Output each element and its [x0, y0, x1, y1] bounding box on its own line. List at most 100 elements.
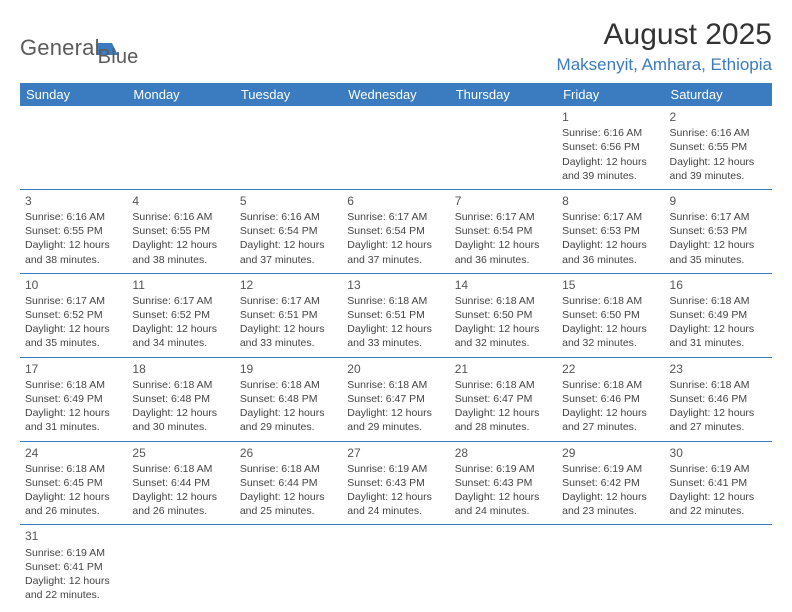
day-number: 3	[25, 193, 122, 209]
calendar-cell: 12Sunrise: 6:17 AMSunset: 6:51 PMDayligh…	[235, 273, 342, 357]
sunset-text: Sunset: 6:52 PM	[132, 308, 229, 322]
day-number: 31	[25, 528, 122, 544]
sunrise-text: Sunrise: 6:18 AM	[132, 462, 229, 476]
daylight-text: and 35 minutes.	[670, 253, 767, 267]
sunset-text: Sunset: 6:42 PM	[562, 476, 659, 490]
sunset-text: Sunset: 6:54 PM	[455, 224, 552, 238]
sunrise-text: Sunrise: 6:17 AM	[132, 294, 229, 308]
daylight-text: and 39 minutes.	[670, 169, 767, 183]
sunrise-text: Sunrise: 6:17 AM	[240, 294, 337, 308]
calendar-cell: 13Sunrise: 6:18 AMSunset: 6:51 PMDayligh…	[342, 273, 449, 357]
daylight-text: and 29 minutes.	[347, 420, 444, 434]
daylight-text: Daylight: 12 hours	[25, 490, 122, 504]
weekday-header: Monday	[127, 83, 234, 106]
calendar-cell: 19Sunrise: 6:18 AMSunset: 6:48 PMDayligh…	[235, 357, 342, 441]
calendar-cell: 22Sunrise: 6:18 AMSunset: 6:46 PMDayligh…	[557, 357, 664, 441]
calendar-cell: 14Sunrise: 6:18 AMSunset: 6:50 PMDayligh…	[450, 273, 557, 357]
sunrise-text: Sunrise: 6:19 AM	[25, 546, 122, 560]
sunrise-text: Sunrise: 6:18 AM	[240, 462, 337, 476]
sunset-text: Sunset: 6:54 PM	[347, 224, 444, 238]
day-number: 28	[455, 445, 552, 461]
calendar-cell	[450, 106, 557, 189]
calendar-cell	[235, 525, 342, 608]
daylight-text: Daylight: 12 hours	[347, 322, 444, 336]
calendar-week-row: 10Sunrise: 6:17 AMSunset: 6:52 PMDayligh…	[20, 273, 772, 357]
daylight-text: Daylight: 12 hours	[562, 155, 659, 169]
title-block: August 2025 Maksenyit, Amhara, Ethiopia	[557, 18, 772, 75]
day-number: 9	[670, 193, 767, 209]
location-text: Maksenyit, Amhara, Ethiopia	[557, 55, 772, 75]
sunset-text: Sunset: 6:46 PM	[562, 392, 659, 406]
calendar-cell	[450, 525, 557, 608]
day-number: 4	[132, 193, 229, 209]
calendar-cell	[557, 525, 664, 608]
day-number: 22	[562, 361, 659, 377]
calendar-cell: 24Sunrise: 6:18 AMSunset: 6:45 PMDayligh…	[20, 441, 127, 525]
calendar-cell	[235, 106, 342, 189]
day-number: 14	[455, 277, 552, 293]
calendar-cell: 16Sunrise: 6:18 AMSunset: 6:49 PMDayligh…	[665, 273, 772, 357]
day-number: 15	[562, 277, 659, 293]
day-number: 21	[455, 361, 552, 377]
daylight-text: and 35 minutes.	[25, 336, 122, 350]
calendar-cell	[342, 106, 449, 189]
sunset-text: Sunset: 6:44 PM	[240, 476, 337, 490]
daylight-text: Daylight: 12 hours	[132, 238, 229, 252]
sunset-text: Sunset: 6:47 PM	[455, 392, 552, 406]
calendar-cell: 9Sunrise: 6:17 AMSunset: 6:53 PMDaylight…	[665, 189, 772, 273]
day-number: 12	[240, 277, 337, 293]
daylight-text: and 24 minutes.	[347, 504, 444, 518]
sunset-text: Sunset: 6:54 PM	[240, 224, 337, 238]
sunrise-text: Sunrise: 6:18 AM	[455, 378, 552, 392]
day-number: 8	[562, 193, 659, 209]
sunset-text: Sunset: 6:56 PM	[562, 140, 659, 154]
day-number: 19	[240, 361, 337, 377]
calendar-cell: 30Sunrise: 6:19 AMSunset: 6:41 PMDayligh…	[665, 441, 772, 525]
daylight-text: and 32 minutes.	[455, 336, 552, 350]
daylight-text: Daylight: 12 hours	[132, 490, 229, 504]
daylight-text: and 26 minutes.	[132, 504, 229, 518]
calendar-cell: 15Sunrise: 6:18 AMSunset: 6:50 PMDayligh…	[557, 273, 664, 357]
calendar-cell: 10Sunrise: 6:17 AMSunset: 6:52 PMDayligh…	[20, 273, 127, 357]
sunset-text: Sunset: 6:43 PM	[455, 476, 552, 490]
daylight-text: Daylight: 12 hours	[670, 406, 767, 420]
calendar-cell	[20, 106, 127, 189]
calendar-cell: 2Sunrise: 6:16 AMSunset: 6:55 PMDaylight…	[665, 106, 772, 189]
sunrise-text: Sunrise: 6:16 AM	[132, 210, 229, 224]
sunset-text: Sunset: 6:46 PM	[670, 392, 767, 406]
sunrise-text: Sunrise: 6:18 AM	[455, 294, 552, 308]
sunset-text: Sunset: 6:48 PM	[240, 392, 337, 406]
day-number: 23	[670, 361, 767, 377]
sunset-text: Sunset: 6:51 PM	[240, 308, 337, 322]
calendar-week-row: 3Sunrise: 6:16 AMSunset: 6:55 PMDaylight…	[20, 189, 772, 273]
calendar-cell: 23Sunrise: 6:18 AMSunset: 6:46 PMDayligh…	[665, 357, 772, 441]
daylight-text: Daylight: 12 hours	[562, 238, 659, 252]
day-number: 26	[240, 445, 337, 461]
logo-general: General	[20, 35, 100, 60]
calendar-body: 1Sunrise: 6:16 AMSunset: 6:56 PMDaylight…	[20, 106, 772, 608]
calendar-page: General Blue August 2025 Maksenyit, Amha…	[0, 0, 792, 612]
weekday-header: Saturday	[665, 83, 772, 106]
sunset-text: Sunset: 6:55 PM	[132, 224, 229, 238]
calendar-cell: 29Sunrise: 6:19 AMSunset: 6:42 PMDayligh…	[557, 441, 664, 525]
daylight-text: and 38 minutes.	[132, 253, 229, 267]
sunset-text: Sunset: 6:53 PM	[562, 224, 659, 238]
daylight-text: Daylight: 12 hours	[670, 155, 767, 169]
day-number: 13	[347, 277, 444, 293]
sunrise-text: Sunrise: 6:17 AM	[25, 294, 122, 308]
calendar-table: Sunday Monday Tuesday Wednesday Thursday…	[20, 83, 772, 608]
daylight-text: Daylight: 12 hours	[455, 490, 552, 504]
sunrise-text: Sunrise: 6:19 AM	[455, 462, 552, 476]
day-number: 25	[132, 445, 229, 461]
calendar-week-row: 17Sunrise: 6:18 AMSunset: 6:49 PMDayligh…	[20, 357, 772, 441]
calendar-cell: 7Sunrise: 6:17 AMSunset: 6:54 PMDaylight…	[450, 189, 557, 273]
day-number: 7	[455, 193, 552, 209]
daylight-text: Daylight: 12 hours	[347, 238, 444, 252]
calendar-cell: 20Sunrise: 6:18 AMSunset: 6:47 PMDayligh…	[342, 357, 449, 441]
calendar-cell	[127, 106, 234, 189]
calendar-week-row: 31Sunrise: 6:19 AMSunset: 6:41 PMDayligh…	[20, 525, 772, 608]
daylight-text: Daylight: 12 hours	[132, 322, 229, 336]
daylight-text: and 27 minutes.	[670, 420, 767, 434]
sunset-text: Sunset: 6:47 PM	[347, 392, 444, 406]
sunset-text: Sunset: 6:50 PM	[455, 308, 552, 322]
